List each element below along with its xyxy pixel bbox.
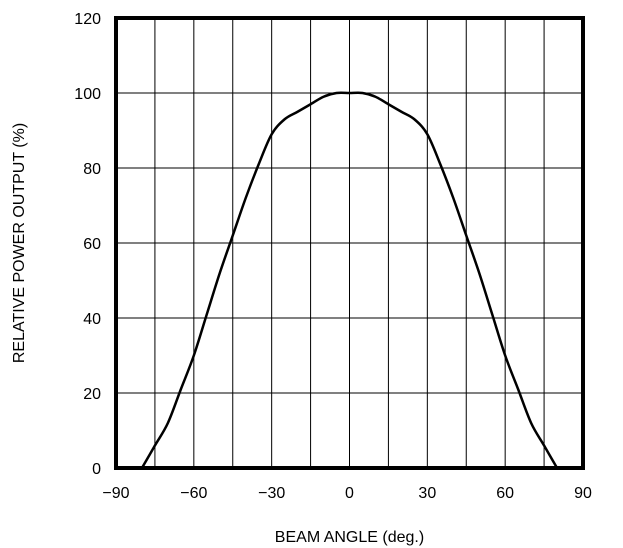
x-tick-label: 90: [574, 485, 592, 502]
y-tick-label: 0: [92, 461, 101, 478]
y-tick-labels: 0 20 40 60 80 100 120: [74, 11, 101, 478]
y-tick-label: 20: [83, 386, 101, 403]
x-tick-label: −60: [180, 485, 207, 502]
series-layer: [140, 91, 559, 469]
x-tick-label: −30: [258, 485, 285, 502]
y-tick-label: 40: [83, 311, 101, 328]
x-tick-label: 30: [418, 485, 436, 502]
y-axis-title: RELATIVE POWER OUTPUT (%): [11, 123, 28, 363]
y-tick-label: 60: [83, 236, 101, 253]
x-tick-label: 0: [345, 485, 354, 502]
x-axis-title: BEAM ANGLE (deg.): [275, 529, 424, 546]
y-tick-label: 120: [74, 11, 101, 28]
x-tick-label: −90: [102, 485, 129, 502]
y-tick-label: 80: [83, 161, 101, 178]
series-line-0: [140, 91, 559, 469]
y-tick-label: 100: [74, 86, 101, 103]
x-tick-labels: −90 −60 −30 0 30 60 90: [102, 485, 592, 502]
plot-frame: [114, 16, 585, 470]
grid-lines: [116, 18, 583, 468]
x-tick-label: 60: [496, 485, 514, 502]
